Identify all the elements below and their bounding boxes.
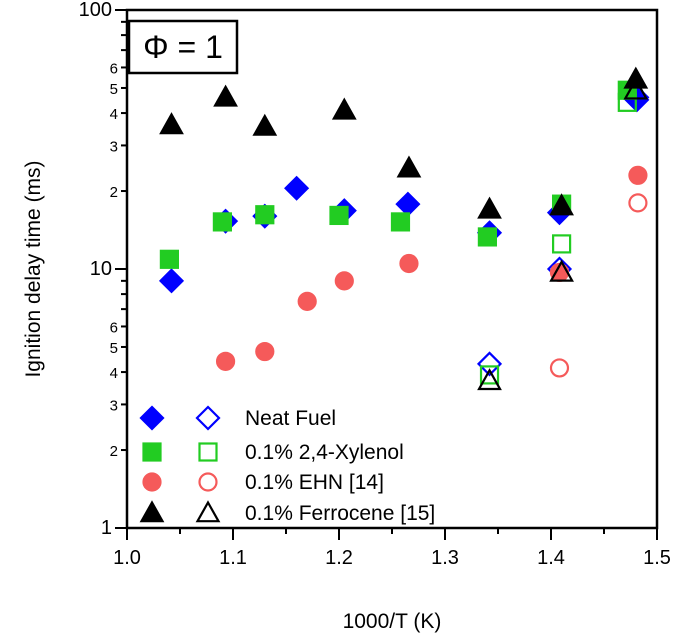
- triangle-filled-point: [252, 113, 278, 136]
- y-tick-label: 5: [110, 340, 118, 357]
- triangle-filled-point: [331, 97, 357, 120]
- circle-filled-point: [215, 351, 236, 371]
- y-tick-label: 1: [101, 517, 112, 539]
- triangle-filled-point: [396, 155, 422, 178]
- legend-open-marker: [195, 500, 221, 523]
- phi-annotation-text: Φ = 1: [143, 29, 223, 65]
- circle-open-point: [549, 358, 570, 378]
- diamond-filled-point: [158, 268, 185, 294]
- legend-label: 0.1% 2,4-Xylenol: [245, 441, 404, 464]
- y-tick-label: 2: [110, 443, 118, 460]
- square-open-point: [551, 234, 572, 254]
- square-open-point: [479, 365, 500, 385]
- diamond-filled-point: [284, 175, 310, 201]
- legend-filled-marker: [142, 442, 162, 462]
- data-points: [158, 66, 650, 391]
- diamond-filled-point: [395, 191, 421, 217]
- phi-annotation: Φ = 1: [127, 19, 239, 75]
- circle-filled-point: [334, 271, 354, 291]
- legend-label: Neat Fuel: [245, 407, 336, 430]
- y-tick-label: 3: [110, 397, 118, 414]
- y-tick-label: 4: [110, 365, 118, 382]
- legend-open-marker: [195, 405, 221, 431]
- triangle-open-point: [623, 77, 649, 100]
- x-axis-ticks: 1.0 1.1 1.2 1.3 1.4 1.5: [113, 528, 671, 569]
- y-tick-label: 6: [110, 319, 118, 336]
- circle-open-point: [628, 193, 648, 213]
- x-tick-label: 1.4: [537, 547, 565, 569]
- x-tick-label: 1.0: [113, 547, 141, 569]
- legend-item: 0.1% 2,4-Xylenol: [142, 441, 404, 464]
- diamond-open-point: [476, 351, 503, 377]
- legend-open-marker: [198, 472, 218, 492]
- legend-label: 0.1% Ferrocene [15]: [245, 502, 435, 525]
- legend: Neat Fuel 0.1% 2,4-Xylenol 0.1% EHN [14] 0.…: [139, 405, 435, 525]
- legend-item: 0.1% Ferrocene [15]: [139, 500, 435, 525]
- y-tick-label: 10: [90, 258, 112, 280]
- triangle-filled-point: [213, 84, 238, 107]
- triangle-filled-point: [159, 112, 184, 135]
- legend-item: Neat Fuel: [139, 405, 336, 431]
- legend-open-marker: [198, 442, 218, 462]
- y-axis-ticks: 1 2 3 4 5 6 10 2 3 4 5 6 100: [79, 0, 127, 539]
- triangle-filled-point: [477, 196, 502, 219]
- circle-filled-point: [399, 253, 419, 274]
- x-tick-label: 1.2: [325, 547, 353, 569]
- y-tick-label: 5: [110, 81, 118, 98]
- phi-annotation-box: [127, 19, 239, 75]
- y-tick-label: 100: [79, 0, 112, 21]
- y-tick-label: 2: [110, 184, 118, 201]
- triangle-filled-point: [549, 193, 574, 216]
- square-filled-point: [329, 205, 349, 226]
- legend-label: 0.1% EHN [14]: [245, 471, 384, 494]
- circle-filled-point: [297, 291, 317, 311]
- y-tick-label: 3: [110, 138, 118, 155]
- legend-filled-marker: [142, 472, 162, 492]
- y-axis-title: Ignition delay time (ms): [22, 160, 45, 377]
- square-filled-point: [255, 205, 275, 225]
- y-tick-label: 6: [110, 60, 118, 77]
- x-tick-label: 1.1: [219, 547, 247, 569]
- square-filled-point: [212, 212, 232, 232]
- circle-filled-point: [255, 341, 275, 362]
- y-tick-label: 4: [110, 106, 118, 123]
- x-tick-label: 1.3: [431, 547, 459, 569]
- square-filled-point: [390, 212, 411, 232]
- square-filled-point: [477, 227, 497, 247]
- legend-item: 0.1% EHN [14]: [142, 471, 384, 494]
- legend-filled-marker: [139, 500, 165, 523]
- circle-filled-point: [628, 165, 648, 185]
- x-axis-title: 1000/T (K): [343, 610, 442, 633]
- legend-filled-marker: [139, 405, 165, 431]
- triangle-open-point: [477, 368, 502, 391]
- triangle-open-point: [549, 259, 574, 282]
- square-filled-point: [159, 249, 179, 269]
- x-tick-label: 1.5: [643, 547, 671, 569]
